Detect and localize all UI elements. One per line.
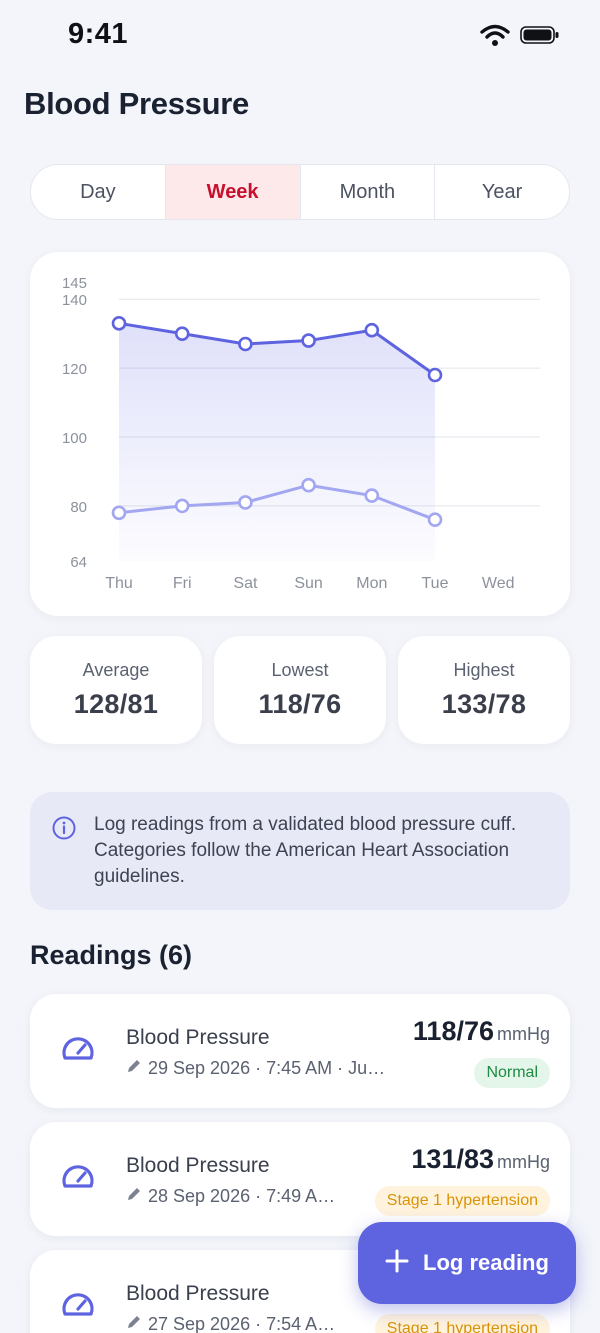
status-bar: 9:41: [0, 0, 600, 74]
y-tick-label: 100: [62, 430, 87, 447]
stat-label: Average: [82, 660, 150, 680]
reading-card[interactable]: Blood Pressure 29 Sep 2026 · 7:45 AM · J…: [30, 994, 570, 1108]
reading-value: 118/76 mmHg: [413, 1016, 550, 1047]
category-badge: Normal: [474, 1058, 550, 1088]
stat-value: 118/76: [258, 689, 342, 719]
x-tick-label: Sun: [294, 575, 322, 592]
tab-week[interactable]: Week: [165, 165, 301, 219]
info-text: Log readings from a validated blood pres…: [94, 814, 517, 887]
x-tick-label: Tue: [422, 575, 449, 592]
reading-bp: 131/83: [411, 1144, 494, 1174]
stat-label: Lowest: [271, 660, 329, 680]
readings-heading: Readings (6): [30, 940, 193, 970]
plus-icon: [385, 1249, 409, 1278]
x-tick-label: Thu: [105, 575, 133, 592]
reading-meta: 28 Sep 2026 · 7:49 A…: [126, 1186, 336, 1207]
y-tick-label: 120: [62, 361, 87, 378]
y-tick-label: 140: [62, 292, 87, 309]
chart-card: 145 140 120 100 80 64 Thu Fri Sat Sun Mon Tue Wed: [30, 252, 570, 616]
x-tick-label: Mon: [356, 575, 387, 592]
stat-average: Average 128/81: [30, 636, 202, 744]
reading-meta: 27 Sep 2026 · 7:54 A…: [126, 1314, 336, 1333]
reading-title: Blood Pressure: [126, 1282, 270, 1305]
category-badge: Stage 1 hypertension: [374, 1186, 550, 1216]
data-point: [174, 498, 190, 514]
x-tick-label: Fri: [173, 575, 192, 592]
tab-day[interactable]: Day: [31, 165, 166, 219]
gauge-icon: [60, 1034, 96, 1067]
pencil-icon: [126, 1314, 142, 1333]
data-point: [427, 512, 443, 527]
x-tick-label: Wed: [482, 575, 515, 592]
data-point: [238, 495, 253, 510]
info-banner: Log readings from a validated blood pres…: [30, 792, 570, 910]
page-title: Blood Pressure: [24, 86, 249, 121]
pencil-icon: [126, 1186, 142, 1207]
pencil-icon: [126, 1058, 142, 1079]
x-tick-label: Sat: [233, 575, 258, 592]
data-point: [111, 316, 127, 331]
stat-label: Highest: [453, 660, 515, 680]
data-point: [238, 336, 253, 352]
reading-date: 27 Sep 2026 · 7:54 A…: [148, 1314, 336, 1333]
data-point: [174, 326, 190, 341]
gauge-icon: [60, 1290, 96, 1323]
reading-title: Blood Pressure: [126, 1026, 270, 1049]
tab-year[interactable]: Year: [481, 180, 523, 203]
y-tick-label: 145: [62, 275, 87, 292]
stat-value: 128/81: [73, 689, 159, 719]
info-icon: [52, 816, 76, 845]
data-point: [111, 505, 127, 521]
stat-lowest: Lowest 118/76: [214, 636, 386, 744]
status-icons: [480, 24, 560, 51]
gauge-icon: [60, 1162, 96, 1195]
log-reading-button[interactable]: Log reading: [358, 1222, 576, 1304]
log-reading-label: Log reading: [423, 1250, 549, 1275]
reading-meta: 29 Sep 2026 · 7:45 AM · Jus…: [126, 1058, 394, 1079]
wifi-icon: [480, 24, 510, 51]
data-point: [301, 477, 316, 493]
reading-unit: mmHg: [497, 1152, 550, 1172]
y-tick-label: 80: [70, 499, 87, 516]
reading-unit: mmHg: [497, 1024, 550, 1044]
reading-bp: 118/76: [412, 1016, 494, 1046]
data-point: [301, 333, 316, 348]
stat-highest: Highest 133/78: [398, 636, 570, 744]
battery-icon: [520, 25, 560, 50]
series-line: [117, 483, 437, 522]
category-badge: Stage 1 hypertension: [374, 1314, 550, 1333]
data-point: [364, 322, 380, 338]
tab-month[interactable]: Month: [301, 165, 436, 219]
reading-value: 131/83 mmHg: [411, 1144, 550, 1175]
series-area: [119, 323, 435, 561]
data-point: [364, 488, 380, 503]
stat-value: 133/78: [441, 689, 527, 719]
reading-title: Blood Pressure: [126, 1154, 270, 1177]
data-point: [427, 367, 443, 383]
series-line: [117, 321, 437, 377]
reading-date: 28 Sep 2026 · 7:49 A…: [148, 1186, 336, 1206]
reading-date: 29 Sep 2026 · 7:45 AM · Jus…: [148, 1058, 394, 1078]
y-tick-label: 64: [70, 554, 87, 571]
reading-card[interactable]: Blood Pressure 28 Sep 2026 · 7:49 A… 131…: [30, 1122, 570, 1236]
period-segmented-control: Day Week Month Year: [30, 164, 570, 220]
status-time: 9:41: [68, 18, 129, 50]
